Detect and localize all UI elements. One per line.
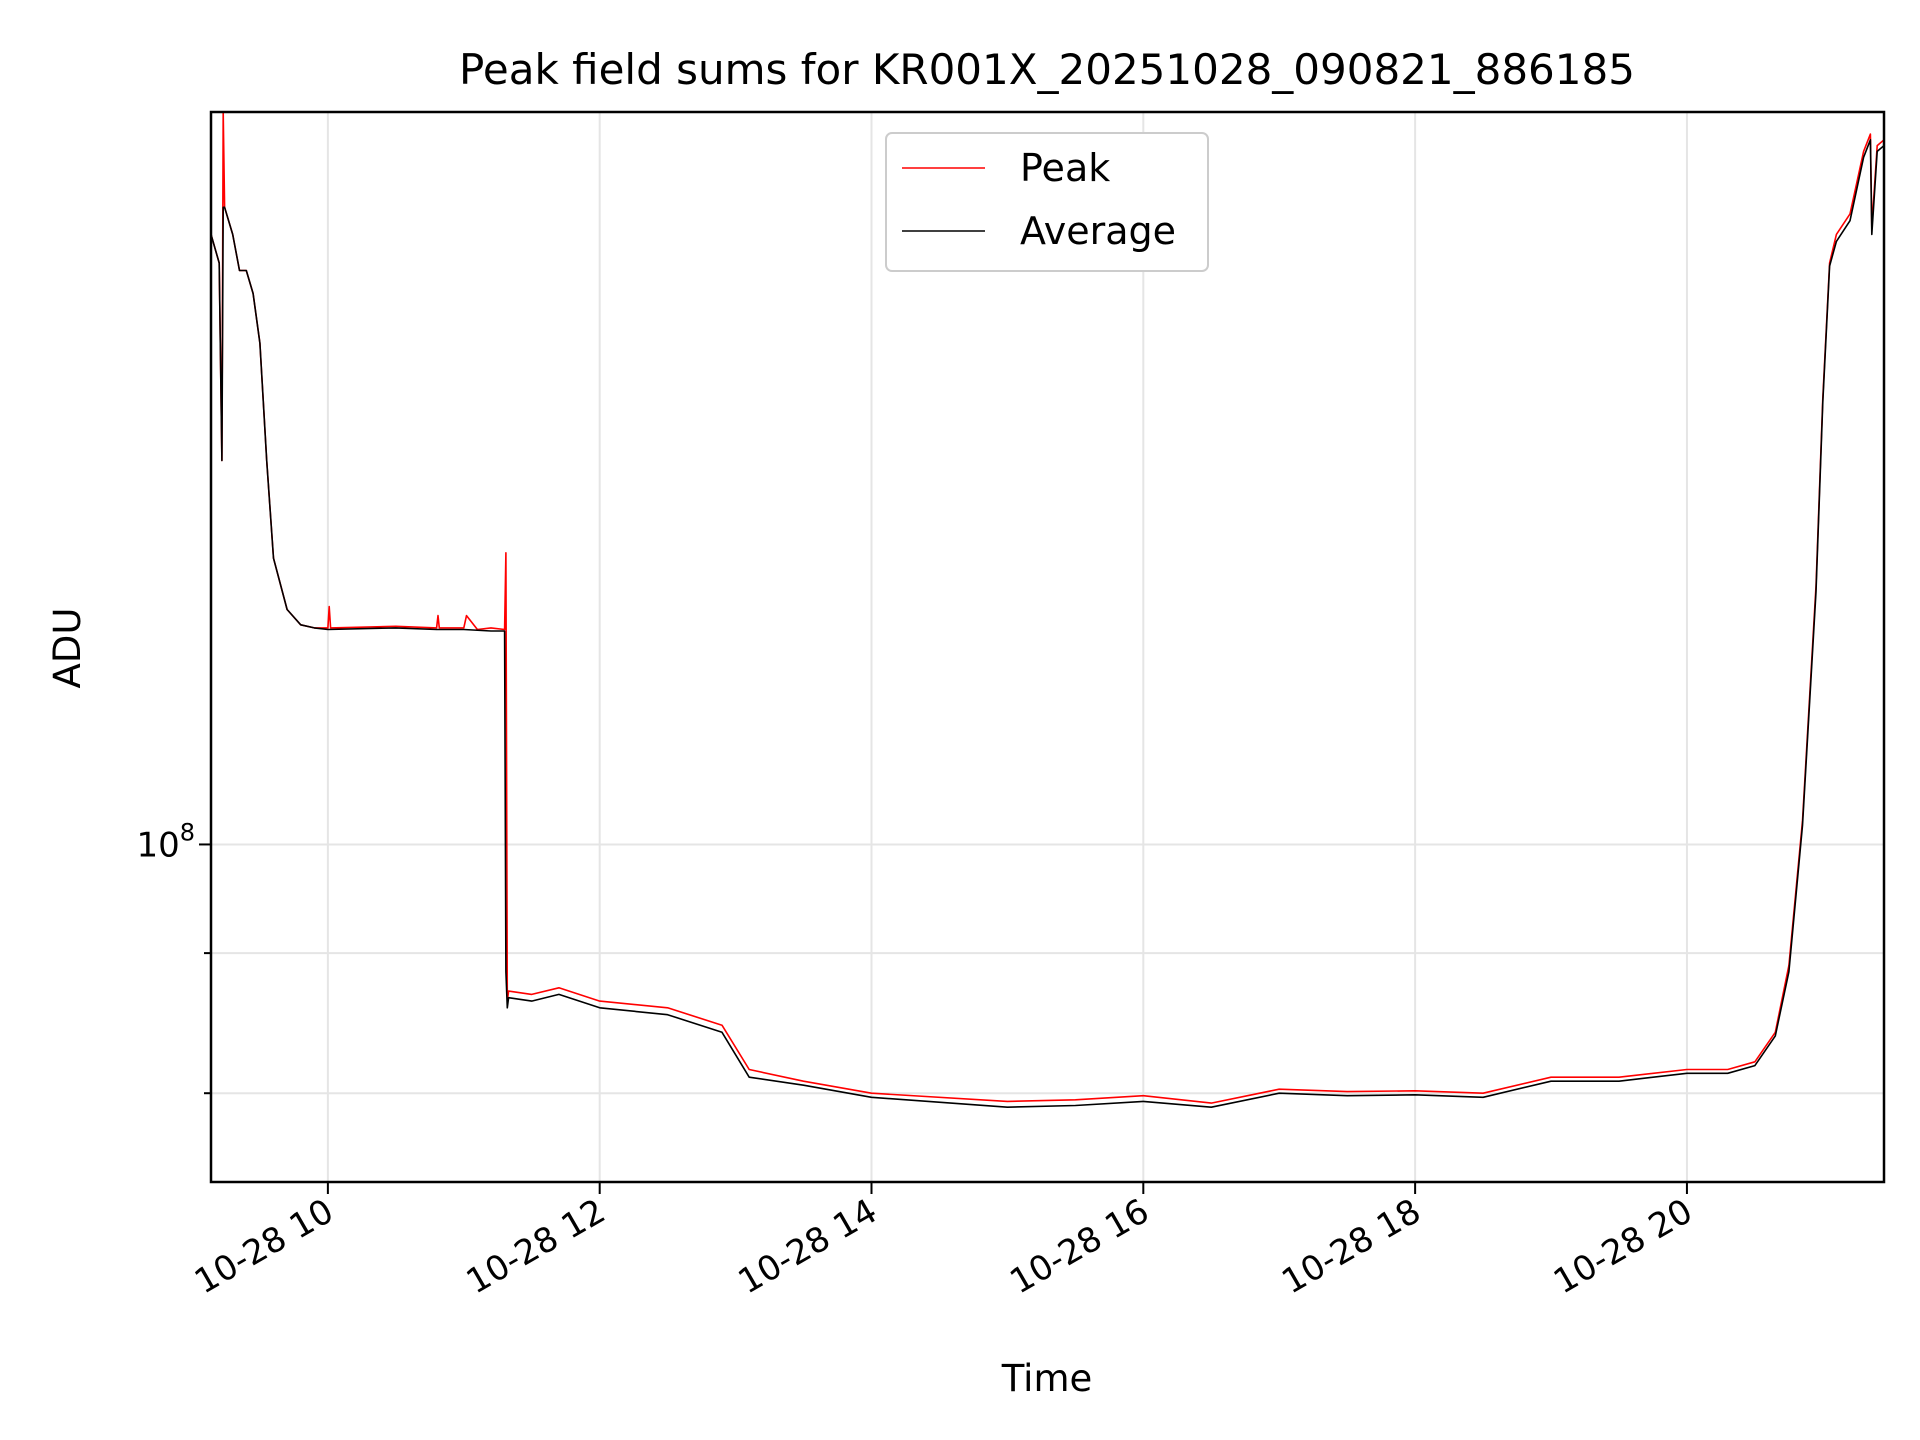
legend-label-peak: Peak (1020, 146, 1110, 190)
x-tick-label: 10-28 14 (732, 1191, 884, 1302)
y-tick-label: 108 (136, 818, 195, 865)
y-axis-label: ADU (46, 608, 89, 689)
legend-label-average: Average (1020, 209, 1176, 253)
legend: Peak Average (885, 132, 1209, 272)
tick-layer: 10-28 10 10-28 12 10-28 14 10-28 16 10-28 18… (136, 818, 1699, 1302)
chart-title: Peak field sums for KR001X_20251028_0908… (459, 45, 1635, 94)
series-layer (211, 112, 1884, 1108)
series-line-average (211, 139, 1884, 1108)
plot-frame (209, 110, 1886, 1184)
x-axis-label: Time (1001, 1357, 1093, 1400)
x-tick-label: 10-28 20 (1547, 1191, 1699, 1302)
x-tick-label: 10-28 16 (1003, 1191, 1155, 1302)
x-tick-label: 10-28 12 (460, 1191, 612, 1302)
grid-layer (211, 112, 1884, 1182)
x-tick-label: 10-28 10 (188, 1191, 340, 1302)
x-tick-label: 10-28 18 (1275, 1191, 1427, 1302)
